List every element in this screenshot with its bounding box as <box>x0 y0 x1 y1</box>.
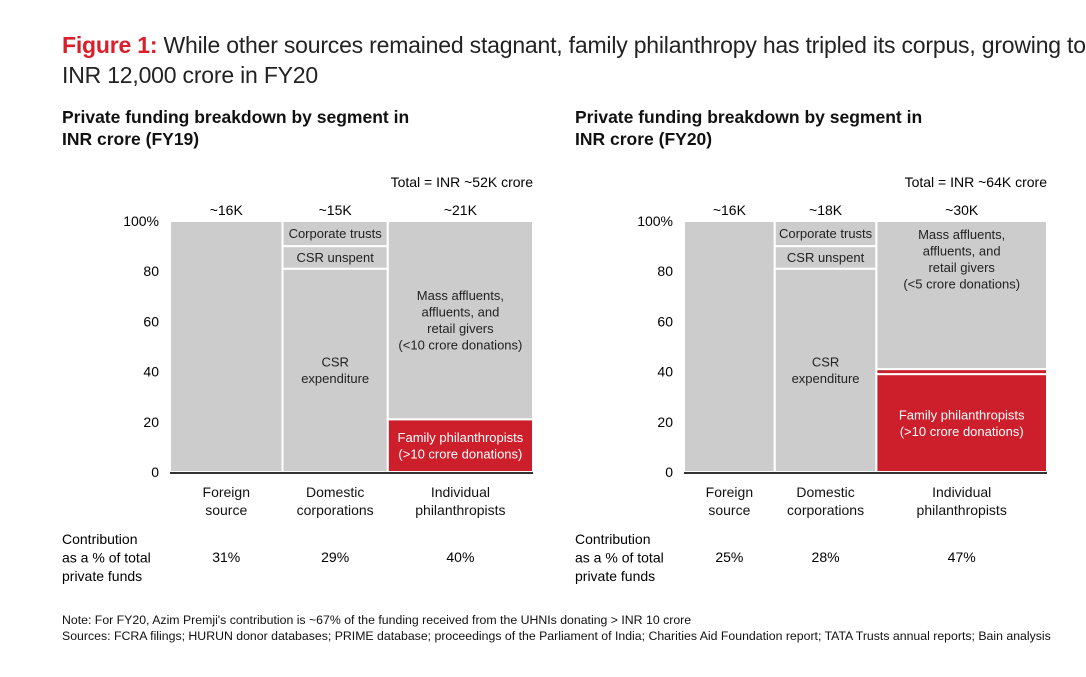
segment-label: Corporate trusts <box>289 226 383 241</box>
category-label: corporations <box>297 502 374 518</box>
segment-label: (<5 crore donations) <box>903 276 1020 291</box>
category-label: Foreign <box>203 484 250 500</box>
segment-label: Family philanthropists <box>899 407 1025 422</box>
y-tick-label: 80 <box>657 263 673 279</box>
column-size-label: ~18K <box>809 202 843 218</box>
y-tick-label: 0 <box>151 464 159 480</box>
contribution-value: 25% <box>715 549 743 565</box>
segment-label: Mass affluents, <box>918 227 1005 242</box>
category-label: source <box>708 502 750 518</box>
segment-label: expenditure <box>301 371 369 386</box>
contribution-value: 40% <box>446 549 474 565</box>
contribution-row-label: Contribution <box>62 531 138 547</box>
segment-bar <box>281 220 389 248</box>
segment-label: (<10 crore donations) <box>398 337 522 352</box>
total-label: Total = INR ~64K crore <box>905 174 1048 190</box>
segment-bar <box>281 267 389 473</box>
category-label: Individual <box>932 484 991 500</box>
total-label: Total = INR ~52K crore <box>391 174 534 190</box>
chart-title-line: Private funding breakdown by segment in <box>575 107 923 127</box>
segment-label: affluents, and <box>923 243 1001 258</box>
segment-label: retail givers <box>928 260 995 275</box>
y-tick-label: 20 <box>657 414 673 430</box>
category-label: Domestic <box>306 484 364 500</box>
segment-bar <box>773 220 878 248</box>
segment-label: affluents, and <box>421 304 499 319</box>
segment-label: Mass affluents, <box>417 288 504 303</box>
contribution-row-label: Contribution <box>575 531 651 547</box>
chart-title-line: Private funding breakdown by segment in <box>62 107 410 127</box>
column-size-label: ~15K <box>319 202 353 218</box>
category-label: source <box>205 502 247 518</box>
chart-title-line: INR crore (FY20) <box>575 129 713 149</box>
segment-bar <box>386 220 534 421</box>
footnote: Note: For FY20, Azim Premji's contributi… <box>62 612 1052 644</box>
segment-label: CSR <box>812 355 839 370</box>
category-label: Individual <box>431 484 490 500</box>
y-tick-label: 60 <box>143 313 159 329</box>
column-size-label: ~16K <box>210 202 244 218</box>
y-tick-label: 60 <box>657 313 673 329</box>
y-tick-label: 40 <box>657 364 673 380</box>
contribution-row-label: as a % of total <box>62 550 151 566</box>
segment-label: CSR unspent <box>787 250 865 265</box>
segment-bar <box>875 220 1049 371</box>
column-size-label: ~16K <box>713 202 747 218</box>
segment-label: Corporate trusts <box>779 226 873 241</box>
y-tick-label: 40 <box>143 364 159 380</box>
y-tick-label: 80 <box>143 263 159 279</box>
column-size-label: ~30K <box>945 202 979 218</box>
segment-bar <box>683 220 776 473</box>
column-size-label: ~21K <box>444 202 478 218</box>
contribution-row-label: private funds <box>62 568 142 584</box>
sources-text: Sources: FCRA filings; HURUN donor datab… <box>62 629 1051 643</box>
category-label: philanthropists <box>415 502 505 518</box>
figure-title-text: While other sources remained stagnant, f… <box>62 32 1086 88</box>
segment-label: CSR <box>321 355 348 370</box>
note-text: Note: For FY20, Azim Premji's contributi… <box>62 613 692 627</box>
category-label: Domestic <box>796 484 854 500</box>
figure-label: Figure 1: <box>62 32 158 58</box>
segment-bar <box>875 373 1049 473</box>
contribution-value: 29% <box>321 549 349 565</box>
y-tick-label: 100% <box>637 213 673 229</box>
figure-title: Figure 1: While other sources remained s… <box>62 30 1086 90</box>
category-label: corporations <box>787 502 864 518</box>
contribution-row-label: private funds <box>575 568 655 584</box>
segment-label: expenditure <box>792 371 860 386</box>
category-label: philanthropists <box>917 502 1007 518</box>
segment-label: retail givers <box>427 321 494 336</box>
chart-title-fy19: Private funding breakdown by segment in … <box>62 106 409 150</box>
chart-title-line: INR crore (FY19) <box>62 129 200 149</box>
segment-bar <box>386 418 534 474</box>
chart-title-fy20: Private funding breakdown by segment in … <box>575 106 922 150</box>
y-tick-label: 0 <box>665 464 673 480</box>
segment-bar <box>169 220 284 473</box>
segment-label: Family philanthropists <box>398 430 524 445</box>
contribution-row-label: as a % of total <box>575 550 664 566</box>
category-label: Foreign <box>706 484 753 500</box>
contribution-value: 47% <box>948 549 976 565</box>
y-tick-label: 20 <box>143 414 159 430</box>
segment-label: (>10 crore donations) <box>398 446 522 461</box>
segment-label: (>10 crore donations) <box>900 424 1024 439</box>
contribution-value: 31% <box>212 549 240 565</box>
y-tick-label: 100% <box>123 213 159 229</box>
segment-label: CSR unspent <box>297 250 375 265</box>
contribution-value: 28% <box>812 549 840 565</box>
